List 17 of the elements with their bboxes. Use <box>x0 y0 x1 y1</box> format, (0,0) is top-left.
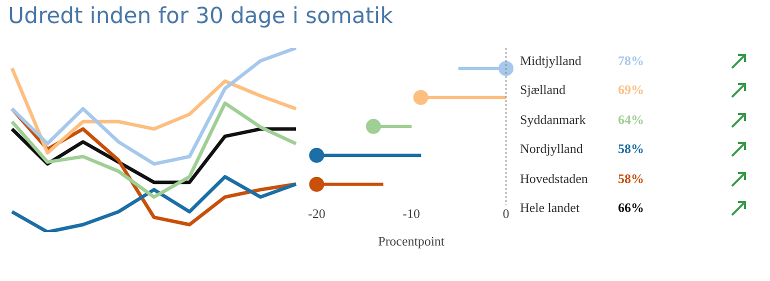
text: 58% <box>618 170 644 186</box>
x-tick-label: -10 <box>402 206 420 222</box>
category-label: Sjælland <box>520 82 567 98</box>
text: 69% <box>618 82 644 98</box>
x-tick-label: 0 <box>502 206 510 222</box>
text: 78% <box>618 52 644 68</box>
category-label: Nordjylland <box>520 141 584 158</box>
category-label: Hovedstaden <box>520 170 589 187</box>
category-label: Syddanmark <box>520 112 587 128</box>
category-label: Hele landet <box>520 200 581 216</box>
text: 64% <box>618 112 644 127</box>
text: 58% <box>618 141 644 156</box>
x-tick-label: -20 <box>308 206 326 222</box>
category-label: Midtjylland <box>520 52 582 69</box>
chart-title: Udredt inden for 30 dage i somatik <box>8 4 394 31</box>
x-axis-title: Procentpoint <box>378 234 445 249</box>
text: 66% <box>618 200 644 216</box>
